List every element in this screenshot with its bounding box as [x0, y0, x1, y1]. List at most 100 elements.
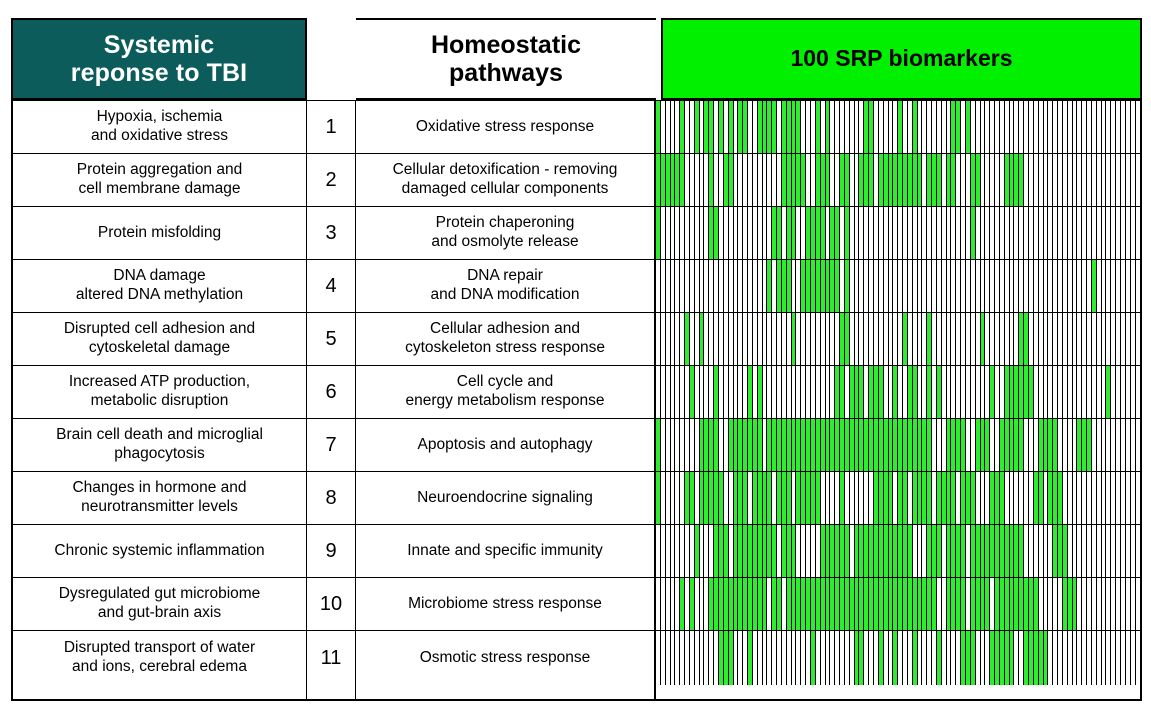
biomarker-cell-present: [825, 260, 831, 312]
biomarker-cell-absent: [1048, 631, 1054, 685]
biomarker-cell-present: [995, 631, 1000, 685]
biomarker-cell-present: [801, 472, 807, 524]
biomarker-cell-absent: [748, 313, 753, 365]
biomarker-cell-absent: [689, 207, 695, 259]
biomarker-cell-present: [859, 631, 865, 685]
biomarker-cell-absent: [873, 631, 879, 685]
pathway-number-cell: 11: [320, 647, 342, 669]
biomarker-cell-present: [767, 101, 773, 153]
biomarker-cell-absent: [1111, 154, 1117, 206]
biomarker-cell-present: [956, 525, 962, 577]
biomarker-cell-absent: [1062, 631, 1068, 685]
header-number-spacer: [307, 18, 356, 100]
biomarker-cell-absent: [975, 313, 981, 365]
biomarker-cell-present: [699, 419, 705, 471]
homeostatic-pathway-line1: Protein chaperoning: [435, 214, 575, 232]
biomarker-cell-present: [830, 525, 836, 577]
biomarker-cell-absent: [1130, 525, 1136, 577]
biomarker-cell-absent: [864, 366, 870, 418]
biomarker-cell-absent: [1033, 313, 1039, 365]
biomarker-cell-present: [796, 154, 802, 206]
biomarker-cell-absent: [1106, 313, 1112, 365]
biomarker-cell-absent: [806, 101, 811, 153]
biomarker-cell-absent: [1111, 525, 1117, 577]
biomarker-cell-absent: [709, 631, 715, 685]
biomarker-cell-present: [936, 472, 942, 524]
biomarker-cell-absent: [699, 154, 705, 206]
biomarker-cell-absent: [975, 260, 981, 312]
biomarker-cell-absent: [1009, 472, 1015, 524]
biomarker-cell-absent: [830, 366, 836, 418]
biomarker-cell-absent: [728, 366, 734, 418]
biomarker-cell-present: [718, 631, 724, 685]
biomarker-cell-present: [811, 260, 816, 312]
biomarker-cell-absent: [748, 260, 753, 312]
biomarker-cell-absent: [999, 260, 1005, 312]
biomarker-cell-present: [704, 101, 710, 153]
homeostatic-pathway-line2: and osmolyte release: [431, 233, 579, 250]
header-homeostatic-pathways: Homeostatic pathways: [356, 18, 656, 100]
biomarker-cell-absent: [670, 631, 676, 685]
biomarker-cell-absent: [685, 154, 690, 206]
biomarker-cell-absent: [718, 313, 724, 365]
biomarker-cell-absent: [728, 207, 734, 259]
biomarker-cell-present: [922, 419, 928, 471]
biomarker-cell-absent: [762, 419, 768, 471]
biomarker-cell-present: [869, 101, 874, 153]
biomarker-cell-present: [757, 472, 763, 524]
biomarker-cell-absent: [946, 101, 952, 153]
biomarker-grid-row: [656, 207, 1140, 260]
biomarker-cell-absent: [830, 101, 836, 153]
biomarker-cell-absent: [888, 631, 894, 685]
biomarker-cell-absent: [820, 472, 826, 524]
biomarker-cell-present: [883, 419, 889, 471]
biomarker-cell-absent: [675, 313, 681, 365]
biomarker-cell-present: [859, 419, 865, 471]
biomarker-cell-present: [1033, 631, 1039, 685]
biomarker-cell-present: [1009, 154, 1015, 206]
biomarker-cell-present: [694, 525, 700, 577]
biomarker-cell-present: [1019, 366, 1025, 418]
biomarker-cell-present: [898, 419, 904, 471]
biomarker-cell-present: [1091, 260, 1097, 312]
biomarker-cell-absent: [694, 366, 700, 418]
biomarker-cell-absent: [777, 366, 782, 418]
biomarker-cell-absent: [966, 313, 971, 365]
biomarker-cell-absent: [767, 631, 773, 685]
systemic-response-cell: Protein misfolding: [13, 207, 306, 260]
biomarker-cell-present: [854, 525, 860, 577]
biomarker-cell-absent: [1004, 313, 1010, 365]
biomarker-cell-absent: [825, 313, 831, 365]
biomarker-cell-absent: [670, 525, 676, 577]
biomarker-cell-absent: [1130, 313, 1136, 365]
systemic-response-cell: Chronic systemic inflammation: [13, 525, 306, 578]
biomarker-cell-absent: [757, 260, 763, 312]
biomarker-cell-absent: [1125, 366, 1131, 418]
biomarker-cell-absent: [1038, 578, 1044, 630]
biomarker-cell-present: [786, 260, 792, 312]
biomarker-cell-absent: [869, 631, 874, 685]
biomarker-cell-present: [791, 101, 797, 153]
biomarker-cell-absent: [1121, 631, 1126, 685]
biomarker-cell-absent: [878, 101, 884, 153]
biomarker-cell-present: [893, 525, 899, 577]
biomarker-cell-absent: [786, 631, 792, 685]
biomarker-cell-absent: [699, 260, 705, 312]
biomarker-cell-present: [970, 578, 976, 630]
biomarker-cell-absent: [1116, 472, 1121, 524]
biomarker-cell-absent: [1135, 154, 1140, 206]
biomarker-cell-absent: [980, 366, 986, 418]
figure-body: Hypoxia, ischemia and oxidative stress Pro…: [11, 100, 1142, 701]
biomarker-cell-present: [685, 472, 690, 524]
biomarker-cell-absent: [811, 154, 816, 206]
biomarker-cell-absent: [1101, 525, 1107, 577]
biomarker-cell-absent: [762, 207, 768, 259]
biomarker-cell-absent: [733, 313, 739, 365]
biomarker-cell-present: [999, 525, 1005, 577]
biomarker-cell-present: [907, 366, 913, 418]
biomarker-cell-absent: [1135, 578, 1140, 630]
biomarker-cell-absent: [1130, 101, 1136, 153]
biomarker-cell-absent: [1111, 260, 1117, 312]
biomarker-cell-absent: [815, 313, 821, 365]
biomarker-cell-absent: [1111, 419, 1117, 471]
